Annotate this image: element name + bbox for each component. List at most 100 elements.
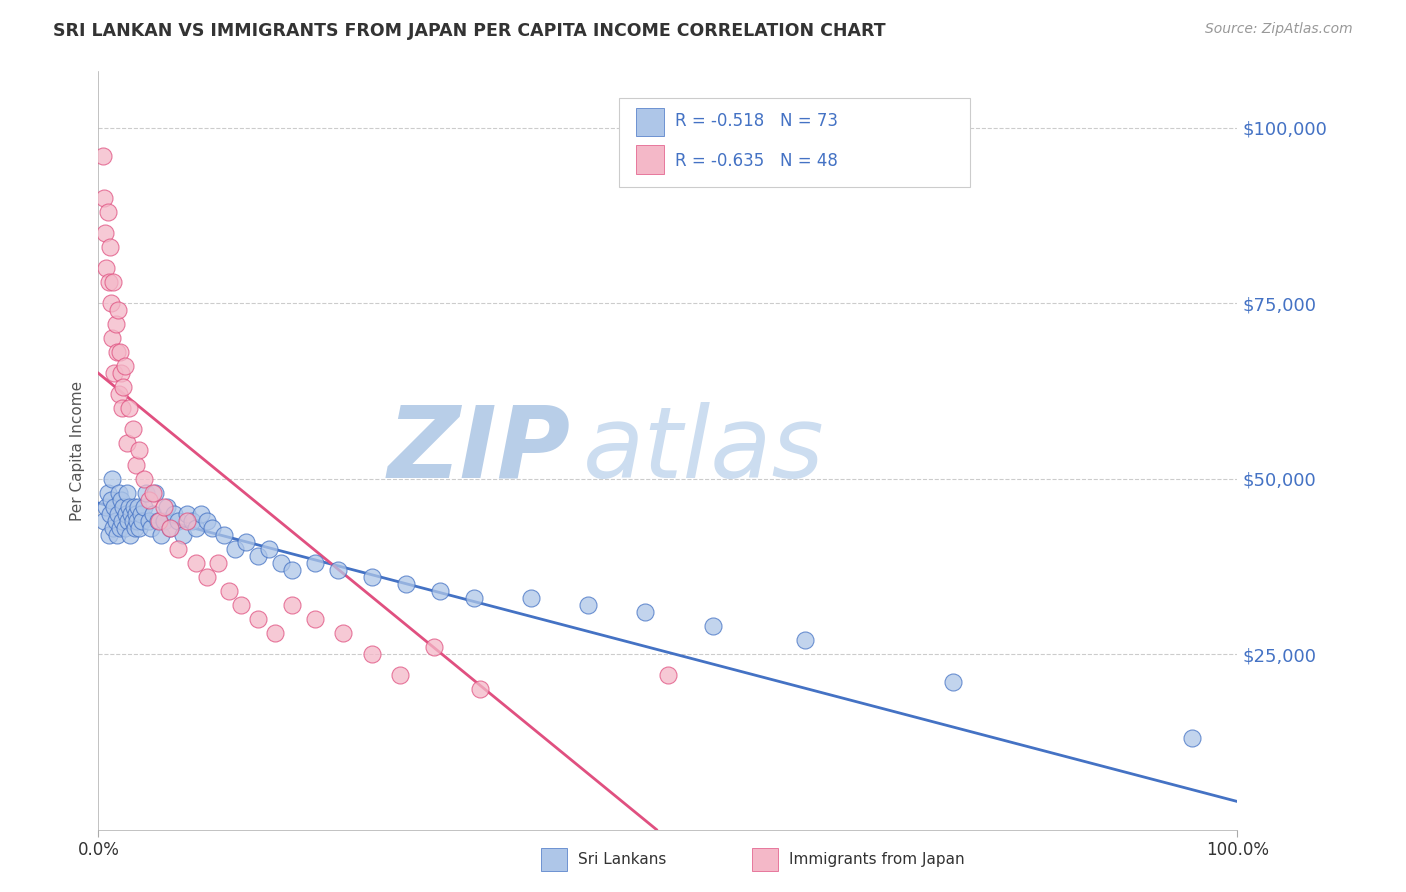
Point	[110, 492, 132, 507]
Point	[105, 527, 128, 541]
Point	[172, 527, 194, 541]
Point	[153, 500, 176, 514]
Point	[91, 148, 114, 162]
Point	[121, 514, 143, 528]
Point	[142, 485, 165, 500]
Point	[114, 521, 136, 535]
Point	[180, 514, 202, 528]
Point	[146, 514, 169, 528]
Point	[124, 521, 146, 535]
Point	[281, 563, 304, 577]
Point	[103, 275, 125, 289]
Y-axis label: Per Capita Income: Per Capita Income	[70, 380, 86, 521]
Point	[120, 527, 142, 541]
Point	[389, 668, 412, 682]
Point	[423, 640, 446, 654]
Point	[93, 191, 115, 205]
Point	[159, 521, 181, 535]
Point	[103, 521, 125, 535]
Point	[108, 345, 131, 359]
Text: ZIP: ZIP	[388, 402, 571, 499]
Point	[103, 500, 125, 514]
Point	[229, 598, 252, 612]
Point	[270, 556, 292, 570]
Point	[162, 507, 184, 521]
Point	[101, 471, 124, 485]
Point	[360, 570, 382, 584]
Point	[167, 541, 190, 556]
Point	[115, 436, 138, 450]
Point	[108, 387, 131, 401]
Point	[326, 563, 349, 577]
Point	[176, 514, 198, 528]
Point	[207, 556, 229, 570]
Text: atlas: atlas	[582, 402, 824, 499]
Point	[125, 507, 148, 521]
Point	[132, 471, 155, 485]
Point	[148, 514, 170, 528]
Text: Sri Lankans: Sri Lankans	[578, 853, 666, 867]
Point	[156, 500, 179, 514]
Point	[634, 605, 657, 619]
Point	[235, 534, 257, 549]
Point	[128, 443, 150, 458]
Point	[112, 500, 135, 514]
Text: R = -0.635   N = 48: R = -0.635 N = 48	[675, 152, 838, 169]
Point	[793, 633, 815, 648]
Point	[138, 492, 160, 507]
Point	[429, 583, 451, 598]
Point	[104, 317, 127, 331]
Point	[246, 549, 269, 563]
Point	[657, 668, 679, 682]
Point	[281, 598, 304, 612]
Point	[100, 296, 122, 310]
Point	[114, 507, 136, 521]
Point	[131, 514, 153, 528]
Point	[110, 366, 132, 380]
Point	[101, 331, 124, 345]
Point	[153, 514, 176, 528]
Point	[104, 514, 127, 528]
Point	[120, 507, 142, 521]
Point	[103, 366, 125, 380]
Point	[128, 521, 150, 535]
Point	[264, 626, 287, 640]
Point	[127, 514, 149, 528]
Point	[224, 541, 246, 556]
Text: Source: ZipAtlas.com: Source: ZipAtlas.com	[1205, 22, 1353, 37]
Point	[463, 591, 485, 605]
Point	[942, 675, 965, 690]
Point	[125, 458, 148, 472]
Point	[112, 380, 135, 394]
Point	[195, 570, 218, 584]
Point	[186, 556, 208, 570]
Point	[107, 507, 129, 521]
Point	[304, 612, 326, 626]
Point	[135, 485, 157, 500]
Point	[195, 514, 218, 528]
Point	[96, 260, 118, 275]
Point	[259, 541, 281, 556]
Point	[132, 500, 155, 514]
Point	[98, 507, 121, 521]
Text: SRI LANKAN VS IMMIGRANTS FROM JAPAN PER CAPITA INCOME CORRELATION CHART: SRI LANKAN VS IMMIGRANTS FROM JAPAN PER …	[53, 22, 886, 40]
Point	[145, 485, 167, 500]
Point	[105, 345, 128, 359]
Point	[118, 500, 141, 514]
Point	[98, 240, 121, 254]
Point	[190, 507, 212, 521]
Point	[159, 521, 181, 535]
Point	[142, 507, 165, 521]
Point	[96, 204, 118, 219]
Point	[108, 485, 131, 500]
Point	[246, 612, 269, 626]
Point	[702, 619, 724, 633]
Point	[167, 514, 190, 528]
Point	[218, 583, 240, 598]
Point	[118, 401, 141, 416]
Point	[332, 626, 354, 640]
Point	[108, 521, 131, 535]
Point	[115, 485, 138, 500]
Point	[186, 521, 208, 535]
Point	[93, 514, 115, 528]
